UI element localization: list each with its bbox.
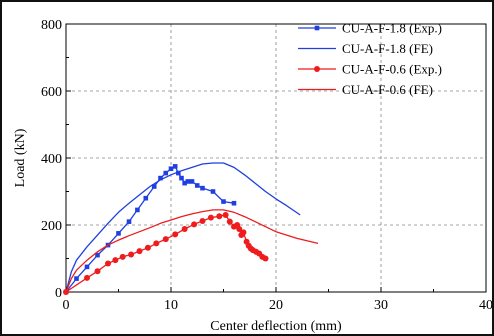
legend-label-cu-a-f-1-8-fe: CU-A-F-1.8 (FE): [342, 41, 433, 56]
cu-a-f-0-6-exp-point: [162, 236, 169, 243]
cu-a-f-1-8-fe-line: [65, 162, 301, 293]
cu-a-f-1-8-exp-point: [126, 219, 132, 224]
cu-a-f-1-8-exp-point: [189, 179, 195, 184]
y-tick-label: 200: [41, 219, 62, 234]
legend-marker-cu-a-f-1-8-exp: [314, 25, 320, 31]
x-axis-label: Center deflection (mm): [210, 319, 342, 334]
x-tick-label: 0: [63, 298, 70, 313]
cu-a-f-0-6-exp-point: [136, 248, 143, 255]
legend-marker-cu-a-f-0-6-exp: [314, 66, 320, 72]
cu-a-f-1-8-exp-point: [74, 276, 79, 281]
legend-label-cu-a-f-0-6-fe: CU-A-F-0.6 (FE): [342, 82, 433, 97]
cu-a-f-0-6-exp-point: [236, 226, 243, 233]
cu-a-f-0-6-exp-point: [191, 221, 198, 228]
cu-a-f-1-8-exp-point: [158, 175, 163, 181]
cu-a-f-0-6-exp-point: [94, 268, 101, 275]
y-tick-label: 600: [41, 85, 62, 100]
data-series: [63, 162, 319, 295]
y-tick-label: 800: [41, 18, 62, 33]
cu-a-f-0-6-exp-point: [240, 229, 247, 236]
cu-a-f-0-6-exp-point: [226, 218, 233, 225]
cu-a-f-1-8-exp-point: [231, 200, 237, 206]
cu-a-f-0-6-fe-line: [65, 209, 319, 293]
y-tick-label: 400: [41, 152, 62, 167]
cu-a-f-1-8-exp-point: [221, 199, 226, 204]
cu-a-f-0-6-exp-point: [199, 217, 206, 224]
cu-a-f-0-6-exp-point: [216, 213, 223, 220]
legend: CU-A-F-1.8 (Exp.) CU-A-F-1.8 (FE) CU-A-F-0…: [298, 21, 442, 97]
cu-a-f-0-6-exp-point: [222, 211, 229, 218]
cu-a-f-0-6-exp-point: [128, 251, 135, 258]
legend-label-cu-a-f-1-8-exp: CU-A-F-1.8 (Exp.): [342, 21, 442, 36]
cu-a-f-0-6-exp-point: [144, 244, 151, 251]
y-tick-label: 0: [55, 286, 62, 301]
legend-label-cu-a-f-0-6-exp: CU-A-F-0.6 (Exp.): [342, 62, 442, 77]
cu-a-f-1-8-exp-line: [65, 165, 235, 293]
cu-a-f-0-6-exp-point: [181, 226, 188, 233]
cu-a-f-1-8-exp-point: [179, 175, 184, 181]
cu-a-f-1-8-exp-point: [116, 231, 121, 236]
cu-a-f-0-6-exp-point: [262, 255, 269, 262]
cu-a-f-1-8-exp-point: [182, 180, 187, 186]
cu-a-f-1-8-exp-point: [194, 183, 200, 188]
cu-a-f-1-8-exp-point: [168, 166, 174, 172]
cu-a-f-0-6-exp-point: [84, 274, 90, 281]
y-axis-label: Load (kN): [13, 128, 28, 187]
x-tick-label: 20: [269, 298, 283, 313]
cu-a-f-0-6-exp-point: [207, 214, 214, 221]
cu-a-f-1-8-exp-point: [185, 179, 191, 184]
cu-a-f-1-8-exp-point: [95, 252, 100, 258]
cu-a-f-1-8-exp-point: [210, 189, 216, 194]
cu-a-f-0-6-exp-point: [153, 240, 160, 247]
x-tick-label: 40: [479, 298, 492, 313]
cu-a-f-1-8-exp-point: [84, 264, 90, 270]
x-tick-label: 10: [164, 298, 178, 313]
cu-a-f-0-6-exp-point: [105, 260, 111, 267]
cu-a-f-0-6-exp-point: [172, 231, 179, 238]
cu-a-f-1-8-exp-point: [151, 184, 157, 189]
cu-a-f-0-6-exp-point: [119, 253, 126, 260]
cu-a-f-1-8-exp-point: [135, 207, 140, 213]
cu-a-f-0-6-exp-point: [112, 257, 119, 264]
cu-a-f-1-8-exp-point: [143, 195, 149, 201]
cu-a-f-1-8-exp-point: [176, 170, 181, 176]
cu-a-f-1-8-exp-point: [200, 185, 205, 191]
cu-a-f-1-8-exp-point: [172, 164, 178, 169]
grid-lines: [66, 24, 486, 292]
x-tick-label: 30: [374, 298, 388, 313]
cu-a-f-1-8-exp-point: [163, 170, 169, 176]
